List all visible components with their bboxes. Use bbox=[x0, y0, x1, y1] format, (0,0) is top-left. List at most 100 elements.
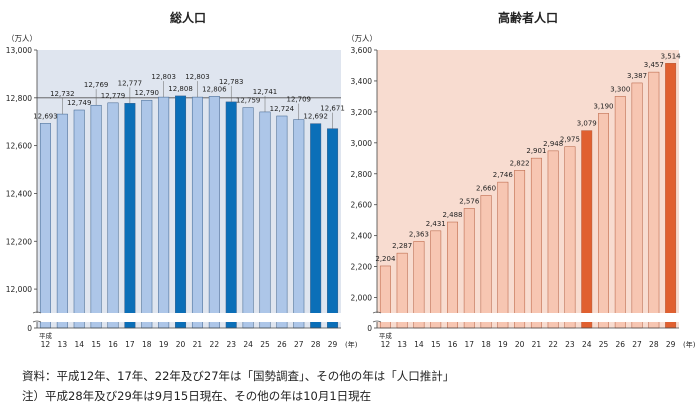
value-label: 12,806 bbox=[202, 85, 227, 93]
bar bbox=[547, 150, 559, 329]
x-tick-label: 23 bbox=[226, 340, 236, 349]
axis-break bbox=[33, 313, 345, 322]
value-label: 3,457 bbox=[644, 61, 664, 69]
bar bbox=[158, 96, 170, 329]
value-label: 3,079 bbox=[577, 120, 597, 128]
x-tick-label: 21 bbox=[193, 340, 203, 349]
x-tick-label: 16 bbox=[108, 340, 118, 349]
y-tick-label: 12,000 bbox=[6, 285, 32, 294]
value-label: 12,779 bbox=[101, 92, 126, 100]
bar bbox=[497, 181, 509, 329]
x-tick-label: 20 bbox=[515, 340, 525, 349]
y-tick-label: 3,200 bbox=[351, 108, 373, 117]
x-tick-label: 20 bbox=[176, 340, 186, 349]
y-zero-label: 0 bbox=[27, 324, 32, 333]
value-label: 2,363 bbox=[409, 230, 429, 238]
bar bbox=[598, 113, 609, 329]
value-label: 2,822 bbox=[510, 159, 530, 167]
value-label: 3,300 bbox=[610, 85, 630, 93]
bar bbox=[581, 130, 593, 329]
x-tick-label: 24 bbox=[582, 340, 592, 349]
value-label: 12,759 bbox=[236, 97, 261, 105]
x-tick-label: 13 bbox=[397, 340, 407, 349]
x-tick-label: 26 bbox=[616, 340, 626, 349]
chart-title: 高齢者人口 bbox=[498, 10, 558, 25]
value-label: 12,671 bbox=[320, 105, 345, 113]
value-label: 2,948 bbox=[543, 140, 563, 148]
footnote: 注）平成28年及び29年は9月15日現在、その他の年は10月1日現在 bbox=[22, 389, 372, 403]
x-tick-label: 18 bbox=[481, 340, 491, 349]
bar bbox=[175, 95, 187, 329]
y-tick-label: 12,800 bbox=[6, 94, 32, 103]
bar bbox=[124, 103, 136, 329]
value-label: 12,749 bbox=[67, 99, 92, 107]
x-tick-label: 17 bbox=[465, 340, 475, 349]
y-tick-label: 12,400 bbox=[6, 189, 32, 198]
x-tick-label: 19 bbox=[159, 340, 169, 349]
x-tick-label: 27 bbox=[294, 340, 304, 349]
bar bbox=[107, 102, 119, 329]
value-label: 2,901 bbox=[526, 147, 546, 155]
value-label: 12,808 bbox=[168, 85, 193, 93]
bar bbox=[141, 99, 153, 329]
y-tick-label: 3,000 bbox=[351, 139, 373, 148]
value-label: 3,514 bbox=[661, 52, 682, 60]
bar bbox=[90, 104, 102, 329]
value-label: 12,741 bbox=[253, 88, 278, 96]
value-label: 12,724 bbox=[270, 105, 295, 113]
value-label: 2,975 bbox=[560, 136, 580, 144]
value-label: 2,746 bbox=[493, 171, 514, 179]
bar bbox=[276, 115, 288, 329]
x-tick-label: 12 bbox=[381, 340, 391, 349]
x-tick-label: 21 bbox=[532, 340, 542, 349]
bar bbox=[447, 221, 458, 329]
bar bbox=[73, 109, 85, 329]
bar bbox=[631, 82, 643, 329]
bar bbox=[648, 71, 660, 329]
bar bbox=[39, 123, 51, 329]
x-tick-label: 17 bbox=[125, 340, 135, 349]
value-label: 3,387 bbox=[627, 72, 647, 80]
x-tick-label: 28 bbox=[649, 340, 659, 349]
x-tick-label: 12 bbox=[41, 340, 51, 349]
value-label: 2,576 bbox=[459, 197, 480, 205]
value-label: 2,488 bbox=[442, 211, 462, 219]
x-tick-label: 14 bbox=[414, 340, 424, 349]
plot-area bbox=[377, 50, 679, 328]
value-label: 3,190 bbox=[593, 102, 613, 110]
y-tick-label: 3,600 bbox=[351, 46, 373, 55]
value-label: 2,660 bbox=[476, 184, 496, 192]
bar bbox=[56, 113, 68, 329]
y-tick-label: 12,200 bbox=[6, 237, 32, 246]
value-label: 12,769 bbox=[84, 81, 109, 89]
value-label: 12,790 bbox=[135, 89, 160, 97]
bar bbox=[310, 123, 322, 329]
x-tick-label: 19 bbox=[498, 340, 508, 349]
x-tick-label: 15 bbox=[431, 340, 441, 349]
x-tick-label: 22 bbox=[210, 340, 220, 349]
x-tick-label: 26 bbox=[277, 340, 287, 349]
bar bbox=[259, 111, 271, 329]
bar bbox=[530, 157, 542, 329]
bar bbox=[514, 170, 526, 329]
x-unit-label: (年) bbox=[683, 340, 696, 349]
value-label: 12,783 bbox=[219, 78, 244, 86]
x-tick-label: 18 bbox=[142, 340, 152, 349]
y-tick-label: 12,600 bbox=[6, 142, 32, 151]
x-tick-label: 24 bbox=[243, 340, 253, 349]
x-tick-label: 29 bbox=[328, 340, 338, 349]
bar bbox=[463, 208, 475, 329]
value-label: 12,803 bbox=[151, 73, 176, 81]
x-tick-label: 14 bbox=[74, 340, 84, 349]
value-label: 2,204 bbox=[375, 255, 396, 263]
axis-break bbox=[373, 313, 683, 322]
y-tick-label: 2,400 bbox=[351, 232, 373, 241]
bar bbox=[614, 96, 626, 329]
x-tick-label: 23 bbox=[565, 340, 575, 349]
bar bbox=[191, 96, 203, 329]
y-tick-label: 2,200 bbox=[351, 263, 373, 272]
x-tick-label: 13 bbox=[58, 340, 68, 349]
bar bbox=[564, 146, 576, 329]
source-note: 資料：平成12年、17年、22年及び27年は「国勢調査」、その他の年は「人口推計… bbox=[22, 369, 455, 383]
bar bbox=[242, 107, 254, 329]
